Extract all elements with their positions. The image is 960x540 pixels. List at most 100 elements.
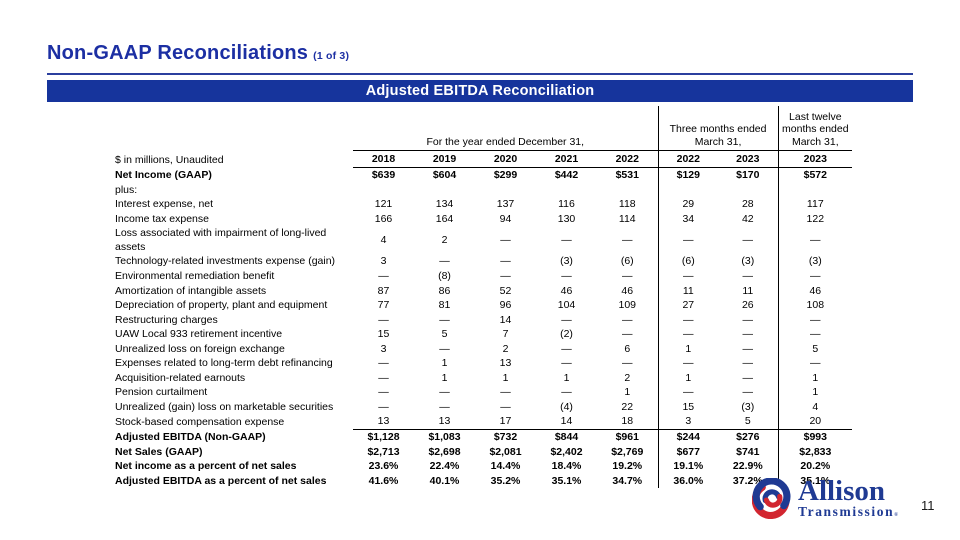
table-cell: $1,083 [428,431,461,444]
table-cell: 1 [441,357,448,370]
table-cell: 86 [438,284,451,297]
table-row: Pension curtailment — — — — 1 — — 1 [115,385,853,400]
table-cell: 42 [741,212,754,225]
table-cell: (6) [657,254,719,269]
table-cell: (2) [560,328,573,341]
table-cell: $604 [432,169,457,182]
table-cell: — [378,386,389,399]
table-cell: — [500,255,511,268]
table-row: Restructuring charges — — 14 — — — — — [115,312,853,327]
table-cell: — [657,312,719,327]
table-row: UAW Local 933 retirement incentive 15 5 7 (2… [115,326,853,342]
table-cell: — [439,386,450,399]
table-cell: $677 [657,444,719,459]
table-cell: — [657,356,719,371]
table-cell: 4 [777,399,853,415]
table-cell: 77 [377,299,390,312]
table-cell: 34.7% [612,474,643,487]
table-cell: (3) [741,400,755,413]
table-row: Amortization of intangible assets 87 86 52 4… [115,283,853,298]
table-cell: — [742,386,754,399]
page-number: 11 [921,498,935,513]
table-cell: 15 [377,328,390,341]
table-cell: 11 [742,284,754,297]
table-cell: 4 [380,234,387,247]
table-cell: 3 [380,342,387,355]
table-cell [597,183,658,198]
table-row: Unrealized (gain) loss on marketable sec… [115,399,853,415]
table-cell: 2 [502,342,509,355]
page-title: Non-GAAP Reconciliations (1 of 3) [47,42,349,65]
col-group-last-twelve-months: Last twelve months ended March 31, [777,106,853,151]
table-row: Interest expense, net 121 134 137 116 118 29 28… [115,197,853,212]
table-cell: (8) [438,270,451,282]
table-row: Environmental remediation benefit — (8) — — —… [115,268,853,284]
table-cell: — [500,400,511,413]
row-label: Interest expense, net [115,198,214,211]
table-cell: 104 [557,299,576,312]
year-header: 2021 [536,150,597,168]
table-cell: — [742,328,754,341]
table-cell: 81 [438,299,451,312]
table-cell: 20 [777,414,853,430]
table-cell: $639 [371,169,396,182]
table-cell: $442 [554,169,579,182]
row-label: UAW Local 933 retirement incentive [115,328,283,341]
table-cell: 46 [777,283,853,298]
table-cell: — [500,234,511,247]
table-cell: 41.6% [368,474,399,487]
table-cell: 130 [557,212,576,225]
table-title-banner: Adjusted EBITDA Reconciliation [47,80,913,102]
table-note: $ in millions, Unaudited [115,153,224,166]
table-cell: — [777,268,853,284]
table-cell: — [622,234,633,247]
table-cell: $2,081 [489,445,522,458]
table-cell: 118 [618,198,636,211]
table-cell: 46 [621,284,634,297]
table-cell: $531 [615,169,639,182]
year-header: 2022 [657,150,719,168]
table-cell: — [742,371,754,384]
row-label: Unrealized (gain) loss on marketable sec… [115,400,334,413]
table-cell: $129 [657,167,719,183]
row-label: Net Sales (GAAP) [115,445,203,458]
table-cell: — [561,357,572,370]
table-cell: — [561,270,572,282]
table-cell: $276 [736,431,760,444]
table-row: Unrealized loss on foreign exchange 3 — 2 — 6… [115,341,853,357]
table-cell: 87 [377,284,390,297]
table-cell: — [777,326,853,342]
table-cell: 14 [499,313,512,326]
table-row: Technology-related investments expense (… [115,254,853,269]
col-group-three-months: Three months ended March 31, [657,106,779,151]
table-cell: $2,713 [367,445,400,458]
row-label: Adjusted EBITDA as a percent of net sale… [115,474,327,487]
table-cell: — [500,386,511,399]
table-cell: 22.9% [732,460,763,473]
table-cell: — [439,313,450,326]
allison-logo-icon [752,478,792,519]
table-cell: 1 [441,371,448,384]
row-label: Amortization of intangible assets [115,284,267,297]
allison-transmission-logo: Allison Transmission® [752,474,898,519]
table-row: Expenses related to long-term debt refin… [115,356,853,371]
logo-line1: Allison [798,474,886,507]
table-row: Adjusted EBITDA as a percent of net sale… [115,473,853,488]
page-title-suffix: (1 of 3) [313,50,350,62]
logo-line2: Transmission® [798,503,898,519]
year-header: 2018 [353,150,414,168]
table-row: Net income as a percent of net sales 23.6… [115,458,853,474]
table-cell: — [378,400,389,413]
table-cell [536,183,597,198]
table-cell: 1 [657,341,719,357]
row-label: Income tax expense [115,212,209,225]
table-cell: 114 [618,212,636,225]
row-label: Net income as a percent of net sales [115,460,297,473]
table-cell: $299 [493,169,518,182]
table-cell: 134 [435,198,454,211]
table-cell: 22.4% [429,460,460,473]
table-cell: — [439,342,450,355]
year-header: 2022 [597,150,659,168]
logo-wordmark: Allison Transmission® [798,474,898,519]
table-cell: — [378,357,389,370]
